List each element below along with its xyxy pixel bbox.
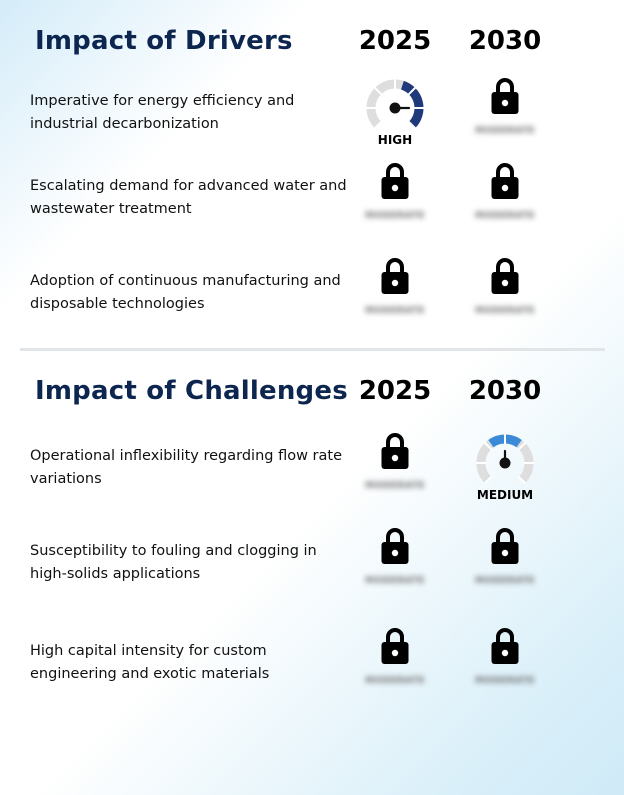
impact-cell-2030: MODERATE — [450, 155, 560, 235]
impact-cell-2030: MODERATE — [450, 520, 560, 600]
gauge-icon — [476, 434, 534, 483]
challenge-label: Operational inflexibility regarding flow… — [30, 448, 342, 487]
impact-cell-2025: MODERATE — [340, 155, 450, 235]
hidden-impact-level: MODERATE — [365, 576, 425, 586]
impact-cell-2025: MODERATE — [340, 425, 450, 505]
year-header-2025: 2025 — [358, 376, 432, 406]
challenge-row: High capital intensity for custom engine… — [0, 628, 624, 730]
section-title: Impact of Drivers — [35, 26, 293, 56]
impact-cell-2025: MODERATE — [340, 520, 450, 600]
section-divider — [20, 348, 605, 351]
gauge-icon — [366, 79, 424, 128]
driver-label: Escalating demand for advanced water and… — [30, 178, 347, 217]
impact-cell-2025: MODERATE — [340, 250, 450, 330]
driver-row: Escalating demand for advanced water and… — [0, 163, 624, 265]
hidden-impact-level: MODERATE — [365, 306, 425, 316]
impact-cell-2030: MODERATE — [450, 620, 560, 700]
impact-cell-2030: MODERATE — [450, 70, 560, 150]
impact-cell-2025: HIGH — [340, 78, 450, 158]
impact-level-label: HIGH — [377, 133, 413, 147]
driver-row: Imperative for energy efficiency and ind… — [0, 78, 624, 180]
challenge-label: High capital intensity for custom engine… — [30, 643, 270, 682]
lock-icon — [381, 258, 409, 294]
driver-row: Adoption of continuous manufacturing and… — [0, 258, 624, 360]
impact-cell-2030: MODERATE — [450, 250, 560, 330]
challenge-row: Susceptibility to fouling and clogging i… — [0, 528, 624, 630]
driver-label: Imperative for energy efficiency and ind… — [30, 93, 295, 132]
section-title: Impact of Challenges — [35, 376, 348, 406]
challenge-row: Operational inflexibility regarding flow… — [0, 433, 624, 535]
impact-cell-2025: MODERATE — [340, 620, 450, 700]
lock-icon — [381, 628, 409, 664]
hidden-impact-level: MODERATE — [475, 306, 535, 316]
hidden-impact-level: MODERATE — [365, 676, 425, 686]
lock-icon — [381, 163, 409, 199]
impact-level-label: MEDIUM — [476, 488, 534, 502]
hidden-impact-level: MODERATE — [475, 576, 535, 586]
impact-cell-2030: MEDIUM — [450, 433, 560, 513]
lock-icon — [491, 163, 519, 199]
hidden-impact-level: MODERATE — [365, 481, 425, 491]
driver-label: Adoption of continuous manufacturing and… — [30, 273, 341, 312]
lock-icon — [491, 628, 519, 664]
hidden-impact-level: MODERATE — [475, 126, 535, 136]
hidden-impact-level: MODERATE — [365, 211, 425, 221]
year-header-2030: 2030 — [468, 376, 542, 406]
challenge-label: Susceptibility to fouling and clogging i… — [30, 543, 317, 582]
lock-icon — [491, 78, 519, 114]
lock-icon — [381, 528, 409, 564]
year-header-2030: 2030 — [468, 26, 542, 56]
lock-icon — [491, 258, 519, 294]
lock-icon — [491, 528, 519, 564]
year-header-2025: 2025 — [358, 26, 432, 56]
hidden-impact-level: MODERATE — [475, 676, 535, 686]
hidden-impact-level: MODERATE — [475, 211, 535, 221]
lock-icon — [381, 433, 409, 469]
